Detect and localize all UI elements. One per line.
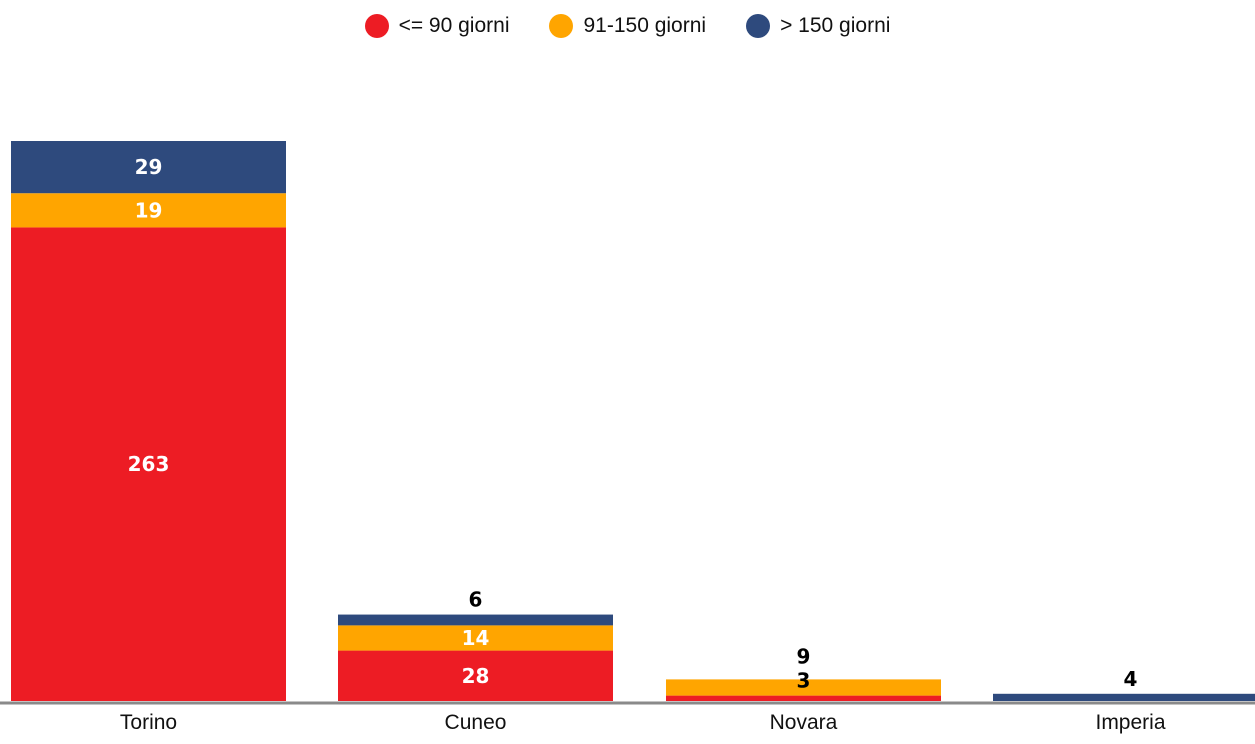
category-label-cuneo: Cuneo xyxy=(445,711,507,734)
bar-imperia-gt150 xyxy=(993,693,1255,701)
data-label-cuneo-91-150: 14 xyxy=(462,626,490,650)
data-label-torino-91-150: 19 xyxy=(135,198,163,222)
legend-label-91-150: 91-150 giorni xyxy=(583,14,707,37)
data-label-torino-gt150: 29 xyxy=(135,155,163,179)
legend: <= 90 giorni 91-150 giorni > 150 giorni xyxy=(0,14,1255,38)
legend-item-le90: <= 90 giorni xyxy=(364,14,510,38)
legend-label-le90: <= 90 giorni xyxy=(398,14,510,37)
bar-cuneo-gt150 xyxy=(338,614,613,626)
legend-item-91-150: 91-150 giorni xyxy=(549,14,706,38)
category-label-novara: Novara xyxy=(770,711,838,734)
data-label-novara-91-150: 9 xyxy=(797,645,811,669)
data-label-torino-le90: 263 xyxy=(128,452,170,476)
legend-item-gt150: > 150 giorni xyxy=(746,14,890,38)
legend-label-gt150: > 150 giorni xyxy=(780,14,891,37)
bars-group xyxy=(11,141,1255,702)
data-label-cuneo-gt150: 6 xyxy=(469,588,483,612)
bar-novara-le90 xyxy=(666,695,941,701)
data-label-imperia-gt150: 4 xyxy=(1124,667,1138,691)
bar-torino-91-150 xyxy=(11,193,286,228)
labels-group: 263 19 29 Torino 28 14 6 Cuneo 39 Novara 4 Imperia xyxy=(120,155,1166,734)
bar-cuneo-91-150 xyxy=(338,625,613,651)
bar-torino-le90 xyxy=(11,227,286,702)
legend-swatch-le90 xyxy=(364,14,389,38)
data-label-novara-le90: 3 xyxy=(797,669,811,693)
legend-swatch-gt150 xyxy=(746,14,771,38)
data-label-cuneo-le90: 28 xyxy=(462,664,490,688)
category-label-torino: Torino xyxy=(120,711,177,734)
bar-cuneo-le90 xyxy=(338,650,613,701)
bar-novara-91-150 xyxy=(666,679,941,696)
category-label-imperia: Imperia xyxy=(1095,711,1165,734)
bar-torino-gt150 xyxy=(11,141,286,194)
legend-swatch-91-150 xyxy=(549,14,574,38)
